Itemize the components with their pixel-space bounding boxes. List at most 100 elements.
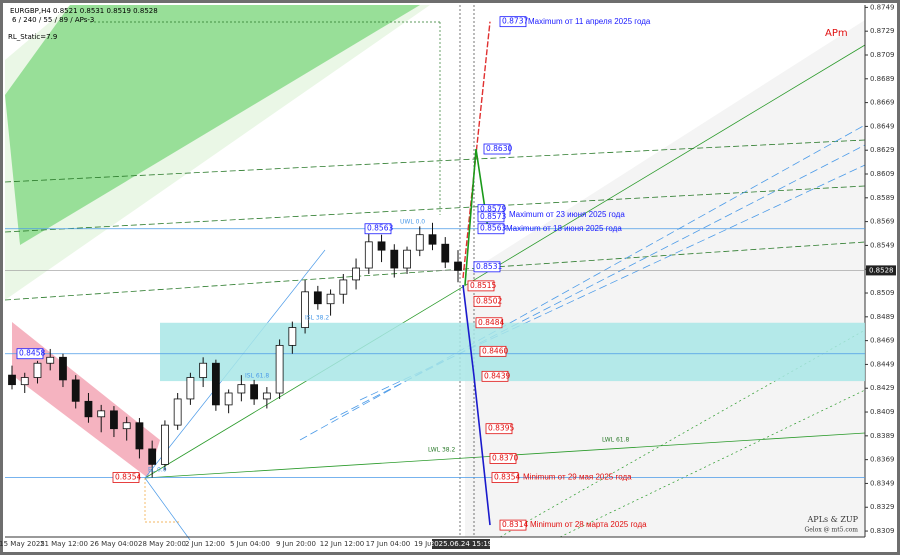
candle-body <box>46 356 55 364</box>
level-box <box>499 519 527 531</box>
candle-body <box>224 392 233 406</box>
chart-title: EURGBP,H4 0.8521 0.8531 0.8519 0.8528 <box>10 7 158 15</box>
y-tick-label: 0.8729 <box>870 27 895 35</box>
candle-body <box>288 327 297 346</box>
candle-body <box>110 410 118 430</box>
y-tick-label: 0.8309 <box>870 527 895 535</box>
level-box <box>481 370 509 382</box>
indicator: RL_Static=7.9 <box>8 33 57 41</box>
level-label: 0.8370 <box>492 453 518 462</box>
level-note: Minimum от 28 марта 2025 года <box>530 520 647 529</box>
price-tag <box>866 265 896 276</box>
candle-body <box>84 400 93 418</box>
level-box <box>499 16 527 28</box>
level-box <box>477 211 505 223</box>
candle-body <box>275 344 284 394</box>
level-box <box>485 423 513 435</box>
y-tick-label: 0.8449 <box>870 360 895 368</box>
level-box <box>489 453 517 464</box>
x-tick-label: 21 May 12:00 <box>40 540 88 548</box>
date-badge <box>432 539 490 549</box>
y-tick-label: 0.8649 <box>870 122 895 130</box>
x-tick-label: 17 Jun 04:00 <box>366 540 410 548</box>
level-box <box>364 223 392 235</box>
y-tick-label: 0.8689 <box>870 75 895 83</box>
level-box <box>467 280 495 292</box>
candle-body <box>173 398 182 426</box>
level-label: 0.8630 <box>486 144 512 153</box>
candle-body <box>301 291 309 328</box>
y-tick-label: 0.8749 <box>870 3 895 11</box>
x-tick-label: 28 May 20:00 <box>138 540 186 548</box>
level-box <box>473 261 501 273</box>
level-label: 0.8737 <box>502 17 528 26</box>
level-label: 0.8458 <box>19 349 45 358</box>
x-tick-label: 12 Jun 12:00 <box>320 540 364 548</box>
y-tick-label: 0.8549 <box>870 241 895 249</box>
candle-body <box>97 410 106 418</box>
level-label: 0.8515 <box>470 281 496 290</box>
candle-body <box>122 422 131 430</box>
candle-body <box>211 362 220 406</box>
level-label: 0.8354 <box>115 472 141 481</box>
candle-body <box>326 293 335 305</box>
level-label: 0.8314 <box>502 520 528 529</box>
candle-body <box>403 249 411 269</box>
x-tick-label: 19 Jun <box>414 540 436 548</box>
watermark: APm <box>825 28 848 39</box>
projection <box>462 284 491 526</box>
candle-body <box>20 377 29 386</box>
level-box <box>473 295 501 307</box>
candle-body <box>8 374 16 386</box>
level-note: Maximum от 18 июня 2025 года <box>506 224 622 233</box>
y-tick-label: 0.8369 <box>870 456 895 464</box>
level-label: 0.8563 <box>480 224 506 233</box>
candle-body <box>186 377 195 400</box>
level-label: 0.8484 <box>478 318 504 327</box>
pattern-label: LWL 38.2 <box>428 447 456 454</box>
level-label: 0.8531 <box>476 262 502 271</box>
y-tick-label: 0.8329 <box>870 503 895 511</box>
level-box <box>16 348 44 360</box>
candle-body <box>428 234 437 245</box>
level-label: 0.8563 <box>367 224 393 233</box>
level-label: 0.8439 <box>484 371 510 380</box>
pattern-label: ISL 61.8 <box>245 373 269 380</box>
candle-body <box>250 384 259 400</box>
candle-body <box>33 362 42 378</box>
candle-body <box>237 384 246 394</box>
y-tick-label: 0.8489 <box>870 313 895 321</box>
candle-body <box>148 448 157 465</box>
level-box <box>477 223 505 235</box>
candle-body <box>71 379 80 402</box>
level-box <box>479 345 507 357</box>
y-tick-label: 0.8569 <box>870 218 895 226</box>
level-box <box>483 143 511 155</box>
x-tick-label: 5 Jun 04:00 <box>230 540 270 548</box>
level-label: 0.8460 <box>482 346 508 355</box>
y-tick-label: 0.8389 <box>870 432 895 440</box>
candle-body <box>364 241 373 269</box>
y-tick-label: 0.8409 <box>870 408 895 416</box>
candle-body <box>262 392 271 400</box>
level-note: Maximum от 23 июня 2025 года <box>509 210 625 219</box>
candle-body <box>415 234 424 251</box>
level-label: 0.8354 <box>494 472 520 481</box>
level-label: 0.8502 <box>476 296 502 305</box>
candle-body <box>199 362 208 378</box>
y-tick-label: 0.8469 <box>870 337 895 345</box>
candle-body <box>352 267 360 281</box>
credit: APLs & ZUP <box>807 515 859 524</box>
pattern-label: UWL 0.0 <box>400 219 425 226</box>
level-note: Minimum от 29 мая 2025 года <box>523 473 632 482</box>
level-label: 0.8579 <box>480 205 506 214</box>
candle-body <box>313 291 322 305</box>
candle-body <box>390 249 399 269</box>
date-badge-label: 2025.06.24 15:19 <box>430 540 492 548</box>
y-tick-label: 0.8709 <box>870 51 895 59</box>
credit: Gelox @ mt5.com <box>804 527 858 534</box>
x-tick-label: 9 Jun 20:00 <box>276 540 316 548</box>
candle-body <box>441 243 450 263</box>
y-tick-label: 0.8349 <box>870 479 895 487</box>
level-label: 0.8395 <box>488 424 514 433</box>
